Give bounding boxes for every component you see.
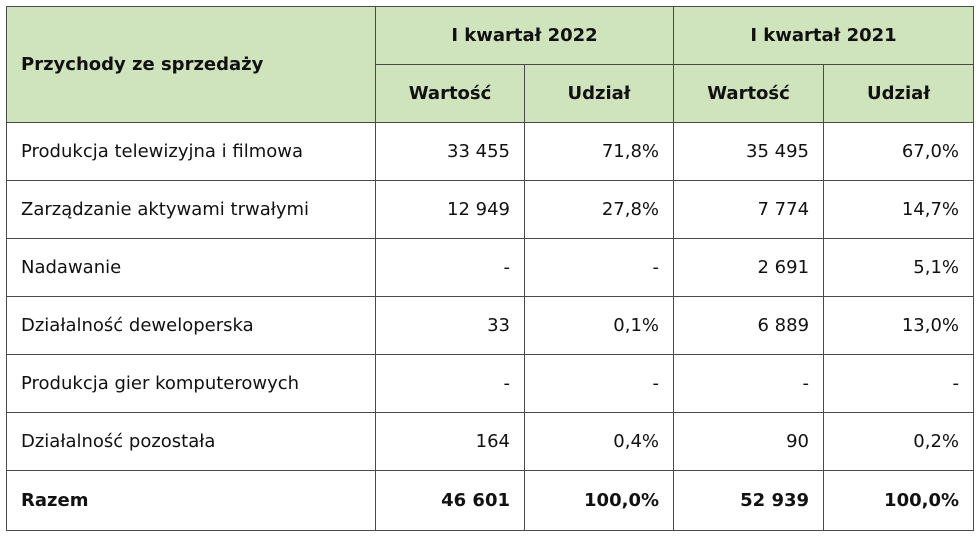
revenue-table: Przychody ze sprzedaży I kwartał 2022 I … bbox=[6, 6, 975, 531]
value-2022: 164 bbox=[375, 412, 525, 471]
row-label: Nadawanie bbox=[6, 238, 376, 297]
value-2021: 7 774 bbox=[673, 180, 825, 239]
value-2022: 12 949 bbox=[375, 180, 525, 239]
value-2021: 2 691 bbox=[673, 238, 825, 297]
share-2022: 0,4% bbox=[523, 412, 675, 471]
share-2021: - bbox=[823, 354, 975, 413]
share-2021: 0,2% bbox=[823, 412, 975, 471]
header-value-2021: Wartość bbox=[673, 64, 825, 123]
table-row: Produkcja telewizyjna i filmowa 33 455 7… bbox=[6, 122, 975, 181]
value-2021: 6 889 bbox=[673, 296, 825, 355]
table-row: Zarządzanie aktywami trwałymi 12 949 27,… bbox=[6, 180, 975, 239]
total-share-2021: 100,0% bbox=[823, 470, 975, 531]
share-2022: 71,8% bbox=[523, 122, 675, 181]
header-row-metrics: Wartość Udział Wartość Udział bbox=[7, 64, 975, 123]
header-row-periods: Przychody ze sprzedaży I kwartał 2022 I … bbox=[6, 6, 975, 123]
share-2022: 0,1% bbox=[523, 296, 675, 355]
value-2021: - bbox=[673, 354, 825, 413]
header-share-2021: Udział bbox=[823, 64, 975, 123]
share-2021: 14,7% bbox=[823, 180, 975, 239]
total-row: Razem 46 601 100,0% 52 939 100,0% bbox=[6, 470, 975, 531]
value-2022: 33 bbox=[375, 296, 525, 355]
header-segment: Przychody ze sprzedaży bbox=[6, 6, 376, 123]
header-share-2022: Udział bbox=[523, 64, 675, 123]
value-2021: 35 495 bbox=[673, 122, 825, 181]
total-value-2021: 52 939 bbox=[673, 470, 825, 531]
share-2021: 13,0% bbox=[823, 296, 975, 355]
row-label: Produkcja gier komputerowych bbox=[6, 354, 376, 413]
value-2022: 33 455 bbox=[375, 122, 525, 181]
table-row: Działalność pozostała 164 0,4% 90 0,2% bbox=[6, 412, 975, 471]
share-2021: 5,1% bbox=[823, 238, 975, 297]
value-2022: - bbox=[375, 238, 525, 297]
row-label: Zarządzanie aktywami trwałymi bbox=[6, 180, 376, 239]
header-value-2022: Wartość bbox=[375, 64, 525, 123]
table-row: Działalność deweloperska 33 0,1% 6 889 1… bbox=[6, 296, 975, 355]
share-2022: - bbox=[523, 354, 675, 413]
row-label: Działalność pozostała bbox=[6, 412, 376, 471]
header-period-2022: I kwartał 2022 bbox=[374, 6, 675, 65]
share-2022: - bbox=[523, 238, 675, 297]
share-2021: 67,0% bbox=[823, 122, 975, 181]
value-2021: 90 bbox=[673, 412, 825, 471]
header-period-2021: I kwartał 2021 bbox=[673, 6, 975, 65]
table-row: Nadawanie - - 2 691 5,1% bbox=[6, 238, 975, 297]
total-label: Razem bbox=[6, 470, 376, 531]
value-2022: - bbox=[375, 354, 525, 413]
row-label: Produkcja telewizyjna i filmowa bbox=[6, 122, 376, 181]
total-value-2022: 46 601 bbox=[375, 470, 525, 531]
share-2022: 27,8% bbox=[523, 180, 675, 239]
row-label: Działalność deweloperska bbox=[6, 296, 376, 355]
table-row: Produkcja gier komputerowych - - - - bbox=[6, 354, 975, 413]
total-share-2022: 100,0% bbox=[523, 470, 675, 531]
